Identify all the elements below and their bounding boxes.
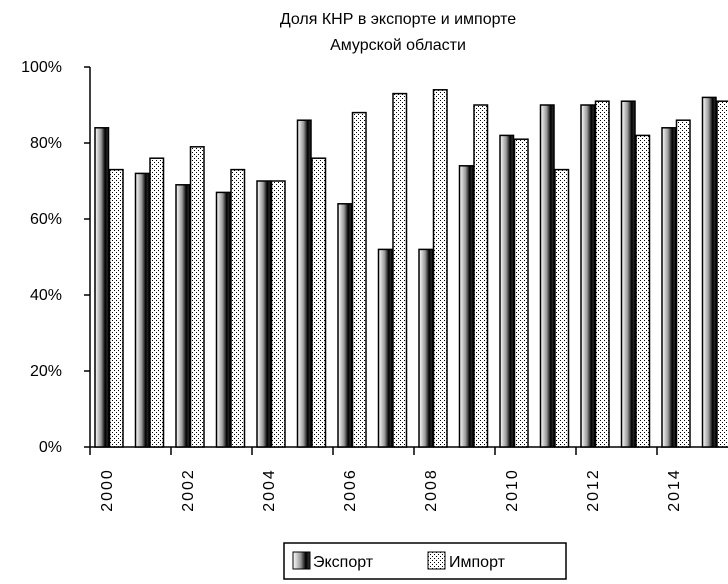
x-axis-ticks: 2000 2002 2004 2006 2008 2010 2012 2014 [90,447,683,512]
legend: Экспорт Импорт [284,543,566,579]
legend-swatch-export [293,552,310,569]
x-tick-label: 2010 [504,468,521,512]
bar-export-2011 [541,105,555,447]
bar-export-2008 [419,249,433,447]
x-tick-label: 2000 [99,468,116,512]
bar-export-2007 [379,249,393,447]
bar-export-2000 [95,128,109,447]
x-tick-label: 2008 [423,468,440,512]
bar-import-2001 [150,158,164,447]
x-tick-label: 2012 [585,468,602,512]
bar-export-2015 [703,97,717,447]
bar-import-2008 [434,90,448,447]
x-tick-label: 2014 [666,468,683,512]
bar-import-2013 [636,135,650,447]
bar-import-2002 [191,147,205,447]
bar-import-2007 [393,94,407,447]
legend-label-import: Импорт [449,554,506,571]
bar-import-2009 [474,105,488,447]
bar-export-2002 [176,185,190,447]
x-tick-label: 2002 [180,468,197,512]
bar-export-2012 [581,105,595,447]
bar-import-2015 [717,101,728,447]
bar-import-2005 [312,158,326,447]
bar-export-2004 [257,181,271,447]
y-tick-label: 60% [30,211,62,228]
bar-export-2014 [662,128,676,447]
legend-swatch-import [428,552,445,569]
bar-import-2000 [110,170,124,447]
chart-title-line-1: Доля КНР в экспорте и импорте [280,11,516,28]
y-tick-label: 40% [30,287,62,304]
y-tick-label: 0% [39,439,62,456]
bar-export-2003 [217,192,231,447]
x-tick-label: 2006 [342,468,359,512]
bar-export-2013 [622,101,636,447]
bar-import-2003 [231,170,245,447]
bar-import-2012 [596,101,610,447]
bar-export-2006 [338,204,352,447]
y-tick-label: 20% [30,363,62,380]
bar-export-2010 [500,135,514,447]
bar-export-2001 [136,173,150,447]
legend-label-export: Экспорт [313,554,374,571]
bar-export-2005 [298,120,312,447]
bar-import-2014 [677,120,691,447]
chart-title-line-2: Амурской области [330,37,466,54]
y-axis-ticks: 0% 20% 40% 60% 80% 100% [21,59,90,456]
bar-import-2010 [515,139,529,447]
y-tick-label: 80% [30,135,62,152]
x-tick-label: 2004 [261,468,278,512]
bar-export-2009 [460,166,474,447]
bars-group [95,90,728,447]
bar-import-2004 [272,181,286,447]
bar-import-2006 [353,113,367,447]
y-tick-label: 100% [21,59,62,76]
bar-import-2011 [555,170,569,447]
